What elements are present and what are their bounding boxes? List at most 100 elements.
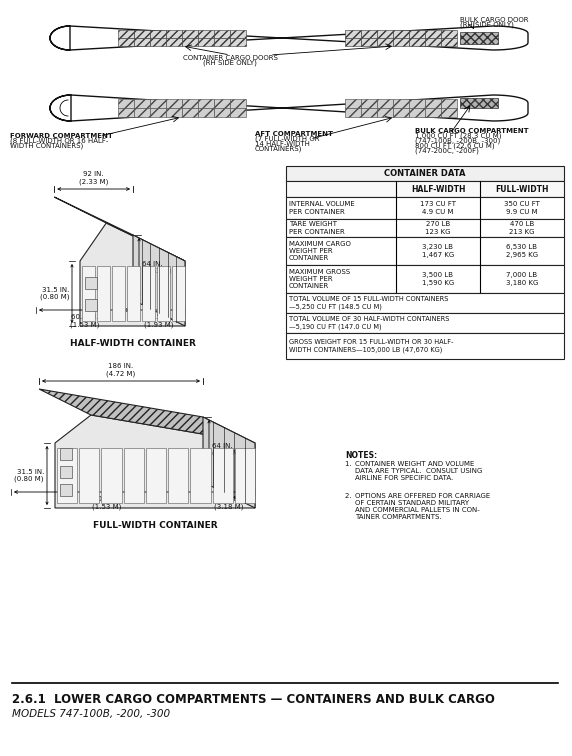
Polygon shape [235,448,255,503]
Text: (747-200C, -200F): (747-200C, -200F) [415,147,479,154]
Bar [118,38,134,46]
Bar [214,108,230,117]
Bar [345,30,361,38]
Text: BULK CARGO DOOR: BULK CARGO DOOR [460,17,529,23]
Polygon shape [50,26,528,50]
Bar [286,237,564,265]
Polygon shape [54,197,185,261]
Text: 800 CU FT (22.6 CU M): 800 CU FT (22.6 CU M) [415,143,495,149]
Polygon shape [55,415,255,508]
Bar [134,108,150,117]
Bar [361,99,377,108]
Bar [134,38,150,46]
Bar [409,38,425,46]
Bar [150,30,166,38]
Polygon shape [168,448,188,503]
Text: 92 IN.
(2.33 M): 92 IN. (2.33 M) [79,172,108,185]
Bar [166,99,182,108]
Text: 350 CU FT
9.9 CU M: 350 CU FT 9.9 CU M [504,202,540,215]
Bar [118,30,134,38]
Bar [409,108,425,117]
Text: MAXIMUM GROSS
WEIGHT PER
CONTAINER: MAXIMUM GROSS WEIGHT PER CONTAINER [289,269,350,289]
Bar [286,219,564,237]
Text: OPTIONS ARE OFFERED FOR CARRIAGE
OF CERTAIN STANDARD MILITARY
AND COMMERCIAL PAL: OPTIONS ARE OFFERED FOR CARRIAGE OF CERT… [355,493,490,520]
Polygon shape [127,266,140,321]
Text: TOTAL VOLUME OF 30 HALF-WIDTH CONTAINERS
—5,190 CU FT (147.0 CU M): TOTAL VOLUME OF 30 HALF-WIDTH CONTAINERS… [289,316,450,330]
Text: (747-100B, -200B, -300): (747-100B, -200B, -300) [415,138,500,144]
Text: 2.6.1  LOWER CARGO COMPARTMENTS — CONTAINERS AND BULK CARGO: 2.6.1 LOWER CARGO COMPARTMENTS — CONTAIN… [12,693,495,706]
Text: HALF-WIDTH CONTAINER: HALF-WIDTH CONTAINER [70,339,196,349]
Text: MODELS 747-100B, -200, -300: MODELS 747-100B, -200, -300 [12,709,170,719]
Bar [198,30,214,38]
Text: 3,500 LB
1,590 KG: 3,500 LB 1,590 KG [422,272,454,286]
Text: (8 FULL-WIDTH OR 16 HALF-: (8 FULL-WIDTH OR 16 HALF- [10,138,108,144]
Bar [377,99,393,108]
Bar [425,38,441,46]
Bar [286,293,564,313]
Bar [286,313,564,333]
Text: 186 IN.
(4.72 M): 186 IN. (4.72 M) [106,364,136,377]
Bar [230,99,246,108]
Bar [441,38,457,46]
Bar [182,108,198,117]
Text: 470 LB
213 KG: 470 LB 213 KG [509,222,535,234]
Text: 31.5 IN.
(0.80 M): 31.5 IN. (0.80 M) [14,469,44,482]
Polygon shape [101,448,122,503]
Bar [393,30,409,38]
Bar [361,108,377,117]
Bar [409,99,425,108]
Bar [60,466,72,478]
Text: FULL-WIDTH: FULL-WIDTH [495,184,549,194]
Bar [60,484,72,496]
Bar [166,108,182,117]
Bar [441,99,457,108]
Polygon shape [39,389,255,443]
Bar [150,38,166,46]
Bar [214,30,230,38]
Text: 1,000 CU FT (28.3 CU M): 1,000 CU FT (28.3 CU M) [415,133,502,139]
Text: INTERNAL VOLUME
PER CONTAINER: INTERNAL VOLUME PER CONTAINER [289,202,355,215]
Polygon shape [213,448,233,503]
Bar [286,166,564,181]
Bar [182,99,198,108]
Text: FULL-WIDTH CONTAINER: FULL-WIDTH CONTAINER [93,522,217,531]
Bar [441,108,457,117]
Text: 125 IN.
(3.18 M): 125 IN. (3.18 M) [214,496,244,510]
Text: 64 IN.
(1.63 M): 64 IN. (1.63 M) [142,261,172,274]
Bar [409,30,425,38]
Bar [198,108,214,117]
Text: AFT COMPARTMENT: AFT COMPARTMENT [255,131,333,137]
Polygon shape [172,266,185,321]
Text: NOTES:: NOTES: [345,451,377,460]
Polygon shape [190,448,210,503]
Polygon shape [133,235,185,326]
Text: HALF-WIDTH: HALF-WIDTH [411,184,465,194]
Polygon shape [112,266,125,321]
Text: CONTAINERS): CONTAINERS) [255,146,303,152]
Bar [460,32,498,44]
Text: WIDTH CONTAINERS): WIDTH CONTAINERS) [10,143,84,149]
Bar [286,181,564,197]
Bar [118,108,134,117]
Bar [377,108,393,117]
Bar [425,99,441,108]
Bar [230,30,246,38]
Bar [118,99,134,108]
Text: GROSS WEIGHT FOR 15 FULL-WIDTH OR 30 HALF-
WIDTH CONTAINERS—105,000 LB (47,670 K: GROSS WEIGHT FOR 15 FULL-WIDTH OR 30 HAL… [289,339,454,353]
Bar [230,108,246,117]
Bar [425,108,441,117]
Text: 60.4 IN.
(1.53 M): 60.4 IN. (1.53 M) [70,314,99,327]
Text: CONTAINER CARGO DOORS: CONTAINER CARGO DOORS [182,55,277,61]
Bar [286,333,564,359]
Text: 61.5 IN.
(1.93 M): 61.5 IN. (1.93 M) [144,314,174,327]
Polygon shape [57,448,77,503]
Polygon shape [157,266,170,321]
Polygon shape [97,266,110,321]
Bar [85,299,97,311]
Bar [166,30,182,38]
Bar [393,38,409,46]
Bar [198,38,214,46]
Text: (7 FULL-WIDTH OR: (7 FULL-WIDTH OR [255,136,320,142]
Bar [230,38,246,46]
Text: FORWARD COMPARTMENT: FORWARD COMPARTMENT [10,133,113,139]
